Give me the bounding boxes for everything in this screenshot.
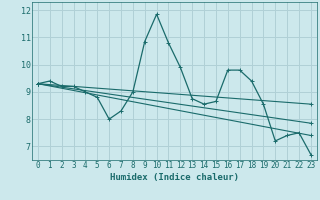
X-axis label: Humidex (Indice chaleur): Humidex (Indice chaleur) — [110, 173, 239, 182]
